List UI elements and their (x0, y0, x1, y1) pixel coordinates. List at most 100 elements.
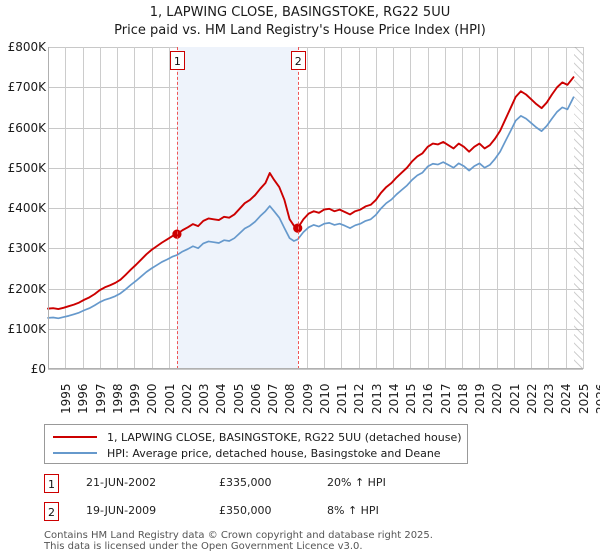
x-axis-tick-label: 2005 (231, 383, 246, 414)
footer: Contains HM Land Registry data © Crown c… (44, 530, 584, 552)
x-axis-tick-label: 2014 (386, 383, 401, 414)
y-axis-tick-label: £100K (7, 321, 46, 336)
y-axis-tick-label: £0 (30, 362, 46, 376)
gridline-horizontal (48, 167, 583, 169)
gridline-horizontal (48, 87, 583, 89)
gridline-vertical (117, 47, 119, 369)
forecast-hatch (573, 47, 583, 369)
sale-price-1: £335,000 (219, 476, 272, 489)
x-axis-tick-label: 2018 (455, 383, 470, 414)
x-axis-tick-label: 2019 (473, 383, 488, 414)
x-axis-tick-label: 2013 (369, 383, 384, 414)
x-axis-tick-label: 2015 (404, 383, 419, 414)
sale-delta-1: 20% ↑ HPI (327, 476, 386, 489)
gridline-vertical (358, 47, 360, 369)
legend-label-hpi: HPI: Average price, detached house, Basi… (107, 446, 441, 460)
x-axis-tick-label: 2002 (179, 383, 194, 414)
gridline-vertical (134, 47, 136, 369)
gridline-vertical (99, 47, 101, 369)
x-axis-tick-label: 2022 (524, 383, 539, 414)
gridline-vertical (496, 47, 498, 369)
sale-date-2: 19-JUN-2009 (86, 504, 157, 517)
legend-label-property: 1, LAPWING CLOSE, BASINGSTOKE, RG22 5UU … (107, 430, 462, 444)
x-axis-tick-label: 2000 (145, 383, 160, 414)
gridline-vertical (82, 47, 84, 369)
x-axis-tick-label: 2007 (266, 383, 281, 414)
gridline-vertical (513, 47, 515, 369)
x-axis-tick-label: 2025 (576, 383, 591, 414)
series-lines (47, 76, 575, 320)
legend-swatch-property (53, 436, 97, 438)
sale-delta-2: 8% ↑ HPI (327, 504, 379, 517)
y-axis: £0 £100K £200K £300K £400K £500K £600K £700K £80… (0, 40, 46, 376)
x-axis-tick-label: 2012 (352, 383, 367, 414)
gridline-horizontal (48, 248, 583, 250)
x-axis-tick-label: 1997 (93, 383, 108, 414)
gridline-horizontal (48, 328, 583, 330)
x-axis-tick-label: 2016 (421, 383, 436, 414)
gridline-horizontal (48, 208, 583, 209)
x-axis-tick-label: 2026 (594, 383, 600, 414)
gridline-vertical (444, 47, 446, 369)
gridline-vertical (410, 47, 412, 369)
gridline-vertical (375, 47, 377, 369)
x-axis-tick-label: 1995 (59, 383, 73, 414)
legend-item-hpi: HPI: Average price, detached house, Basi… (53, 445, 459, 461)
event-marker-badge-1[interactable]: 1 (169, 51, 185, 70)
gridline-vertical (479, 47, 481, 369)
page-title: 1, LAPWING CLOSE, BASINGSTOKE, RG22 5UU (149, 5, 451, 20)
gridline-vertical (427, 47, 429, 369)
series-line-hpi (47, 96, 575, 320)
legend-item-property: 1, LAPWING CLOSE, BASINGSTOKE, RG22 5UU … (53, 429, 462, 445)
x-axis-tick-label: 2024 (559, 383, 574, 414)
gridline-vertical (531, 47, 533, 369)
y-axis-tick-label: £500K (7, 160, 46, 175)
sale-row-1: 1 21-JUN-2002 £335,000 20% ↑ HPI (44, 474, 564, 494)
x-axis-tick-label: 2010 (317, 383, 332, 414)
event-vertical-line-1 (176, 47, 178, 369)
footer-copyright: Contains HM Land Registry data © Crown c… (44, 530, 433, 541)
gridline-vertical (168, 47, 170, 369)
gridline-horizontal (48, 127, 583, 129)
x-axis-tick-label: 1996 (76, 383, 91, 414)
y-axis-tick-label: £400K (7, 201, 46, 215)
gridline-vertical (65, 47, 67, 369)
y-axis-tick-label: £600K (7, 120, 46, 135)
x-axis-tick-label: 2011 (335, 383, 350, 414)
gridline-vertical (565, 47, 567, 369)
series-line-property (47, 76, 575, 310)
sale-badge-1: 1 (44, 474, 59, 493)
ownership-period-band (176, 47, 298, 369)
y-axis-tick-label: £700K (7, 80, 46, 95)
event-marker-badge-2[interactable]: 2 (290, 51, 306, 70)
legend-swatch-hpi (53, 452, 97, 454)
gridline-vertical (548, 47, 550, 369)
chart-legend: 1, LAPWING CLOSE, BASINGSTOKE, RG22 5UU … (44, 424, 468, 464)
x-axis: 1995 1996 1997 1998 1999 2000 2001 2002 2003 2004… (48, 372, 600, 417)
page-subtitle: Price paid vs. HM Land Registry's House … (114, 23, 486, 38)
x-axis-tick-label: 2009 (300, 383, 315, 414)
sale-price-2: £350,000 (219, 504, 272, 517)
x-axis-tick-label: 1999 (128, 383, 143, 414)
gridline-horizontal (48, 288, 583, 290)
gridline-vertical (393, 47, 395, 369)
x-axis-tick-label: 2020 (490, 383, 505, 414)
x-axis-tick-label: 2008 (283, 383, 298, 414)
footer-licence: This data is licensed under the Open Gov… (44, 541, 363, 552)
gridline-vertical (583, 47, 584, 369)
x-axis-tick-label: 1998 (110, 383, 125, 414)
gridline-horizontal (48, 369, 583, 370)
x-axis-tick-label: 2006 (248, 383, 263, 414)
gridline-vertical (324, 47, 326, 369)
sale-row-2: 2 19-JUN-2009 £350,000 8% ↑ HPI (44, 502, 564, 522)
sale-badge-2: 2 (44, 502, 59, 521)
gridline-vertical (306, 47, 308, 369)
x-axis-tick-label: 2001 (162, 383, 177, 414)
chart-title-block: 1, LAPWING CLOSE, BASINGSTOKE, RG22 5UU … (0, 4, 600, 40)
gridline-vertical (462, 47, 464, 369)
y-axis-tick-label: £800K (7, 40, 46, 54)
gridline-vertical (151, 47, 153, 369)
x-axis-tick-label: 2003 (197, 383, 212, 414)
